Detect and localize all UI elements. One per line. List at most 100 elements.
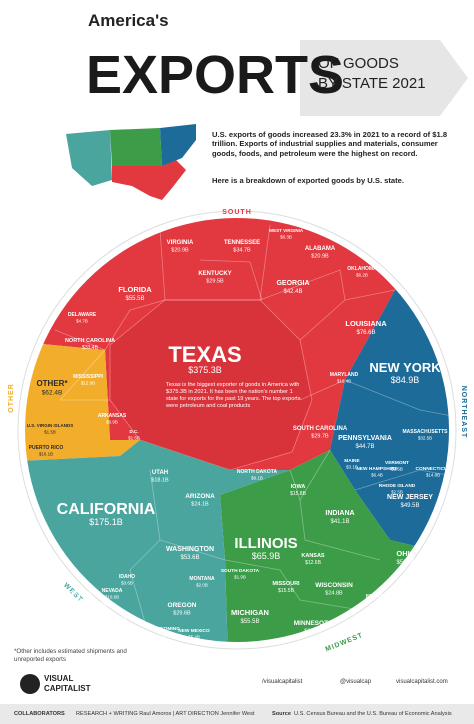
footer: COLLABORATORS RESEARCH + WRITING Raul Am…: [0, 704, 474, 724]
state-value: $76.6B: [356, 330, 375, 336]
state-name: RHODE ISLAND: [379, 483, 416, 489]
state-value: $9.1B: [251, 476, 263, 481]
state-name: MAINE: [344, 458, 360, 464]
region-label: MIDWEST: [325, 632, 365, 653]
state-name: ARKANSAS: [98, 413, 127, 419]
state-value: $33.4B: [82, 345, 99, 351]
state-name: ILLINOIS: [234, 535, 297, 552]
state-name: IDAHO: [119, 574, 135, 580]
map-northeast: [160, 124, 196, 166]
region-label: SOUTH: [222, 209, 252, 216]
map-west: [66, 130, 112, 186]
state-name: MINNESOTA: [294, 620, 333, 627]
source-label: Source: [272, 711, 291, 717]
state-name: NEW HAMPSHIRE: [356, 466, 398, 472]
treemap: [25, 218, 449, 642]
state-name: NEW MEXICO: [178, 628, 210, 634]
subtitle: OF GOODS: [318, 55, 399, 72]
state-name: KENTUCKY: [198, 271, 231, 277]
state-value: $23.5B: [304, 629, 322, 635]
region-label: NORTHEAST: [460, 386, 467, 439]
state-value: $44.7B: [355, 444, 374, 450]
state-value: $6.3B: [280, 235, 292, 240]
state-name: D.C.: [130, 429, 139, 434]
state-value: $3.1B: [346, 465, 358, 470]
state-value: $41.1B: [330, 519, 349, 525]
state-value: $175.1B: [89, 517, 123, 527]
state-value: $5.4B: [188, 635, 200, 640]
logo-mark: [20, 674, 40, 694]
source: U.S. Census Bureau and the U.S. Bureau o…: [294, 711, 452, 717]
social-handle[interactable]: visualcapitalist.com: [396, 679, 448, 685]
outer-ring: [17, 210, 457, 650]
intro-paragraph: U.S. exports of goods increased 23.3% in…: [212, 130, 448, 158]
state-value: $84.9B: [391, 375, 420, 385]
state-name: VIRGINIA: [167, 240, 194, 246]
state-name: OREGON: [168, 602, 197, 609]
state-name: U.S. VIRGIN ISLANDS: [27, 423, 74, 428]
state-name: WASHINGTON: [166, 546, 214, 553]
state-value: $12.6B: [305, 560, 322, 566]
state-value: $1.5B: [44, 430, 56, 435]
texas-area: [109, 299, 313, 471]
state-name: MICHIGAN: [231, 608, 269, 617]
state-value: $34.7B: [233, 248, 251, 254]
state-name: TEXAS: [168, 342, 241, 367]
state-name: PUERTO RICO: [29, 445, 64, 451]
state-name: WEST VIRGINIA: [269, 228, 304, 233]
state-value: $16.4B: [337, 379, 351, 384]
state-value: $15.5B: [278, 588, 295, 594]
state-name: MONTANA: [189, 576, 215, 582]
state-value: $6.4B: [371, 473, 383, 478]
state-name: NEBRASKA: [366, 594, 395, 600]
state-value: $18.1B: [39, 452, 53, 457]
state-value: $29.6B: [173, 611, 191, 617]
subtitle: BY STATE 2021: [318, 75, 426, 92]
state-name: NORTH DAKOTA: [237, 469, 278, 475]
state-name: LOUISIANA: [345, 319, 387, 328]
state-value: $62.4B: [42, 390, 63, 397]
state-value: $3.6B: [121, 581, 133, 586]
credits: RESEARCH + WRITING Raul Amoros | ART DIR…: [76, 711, 255, 717]
state-value: $2.5B: [391, 490, 403, 495]
state-name: IOWA: [291, 484, 306, 490]
state-value: $0.6B: [95, 609, 107, 614]
state-value: $5.0B: [110, 623, 122, 628]
state-value: $9.1B: [76, 597, 88, 602]
state-value: $42.4B: [283, 289, 302, 295]
social-handle[interactable]: @visualcap: [340, 679, 372, 685]
state-name: NEVADA: [102, 588, 123, 594]
state-value: $4.7B: [76, 319, 88, 324]
other-area: [25, 340, 140, 462]
state-name: KANSAS: [301, 553, 325, 559]
cell-lines: [54, 224, 449, 641]
arrow: [300, 40, 468, 116]
brand: CAPITALIST: [44, 684, 91, 693]
map-midwest: [110, 128, 162, 166]
state-name: SOUTH DAKOTA: [221, 568, 260, 574]
state-name: UTAH: [152, 470, 168, 476]
brand: VISUAL: [44, 674, 73, 683]
state-value: $1.5B: [128, 436, 140, 441]
state-name: COLORADO: [68, 590, 96, 596]
state-name: ARIZONA: [185, 493, 215, 500]
state-name: NORTH CAROLINA: [65, 338, 115, 344]
state-name: VERMONT: [385, 460, 409, 466]
state-value: $49.5B: [400, 503, 419, 509]
state-name: FLORIDA: [118, 285, 152, 294]
state-name: MISSOURI: [272, 581, 300, 587]
state-name: NEW JERSEY: [387, 494, 433, 501]
footer-label: COLLABORATORS: [14, 711, 65, 717]
state-value: $53.6B: [180, 555, 199, 561]
state-name: OKLAHOMA: [347, 266, 377, 272]
state-name: OHIO: [396, 549, 415, 558]
state-name: MASSACHUSETTS: [402, 429, 448, 435]
state-name: TENNESSEE: [224, 240, 260, 246]
map-south: [112, 160, 186, 200]
state-name: ALABAMA: [305, 246, 336, 252]
state-value: $6.2B: [356, 273, 368, 278]
state-name: INDIANA: [325, 510, 354, 517]
state-value: $24.8B: [325, 591, 343, 597]
social-handle[interactable]: /visualcapitalist: [262, 679, 303, 685]
